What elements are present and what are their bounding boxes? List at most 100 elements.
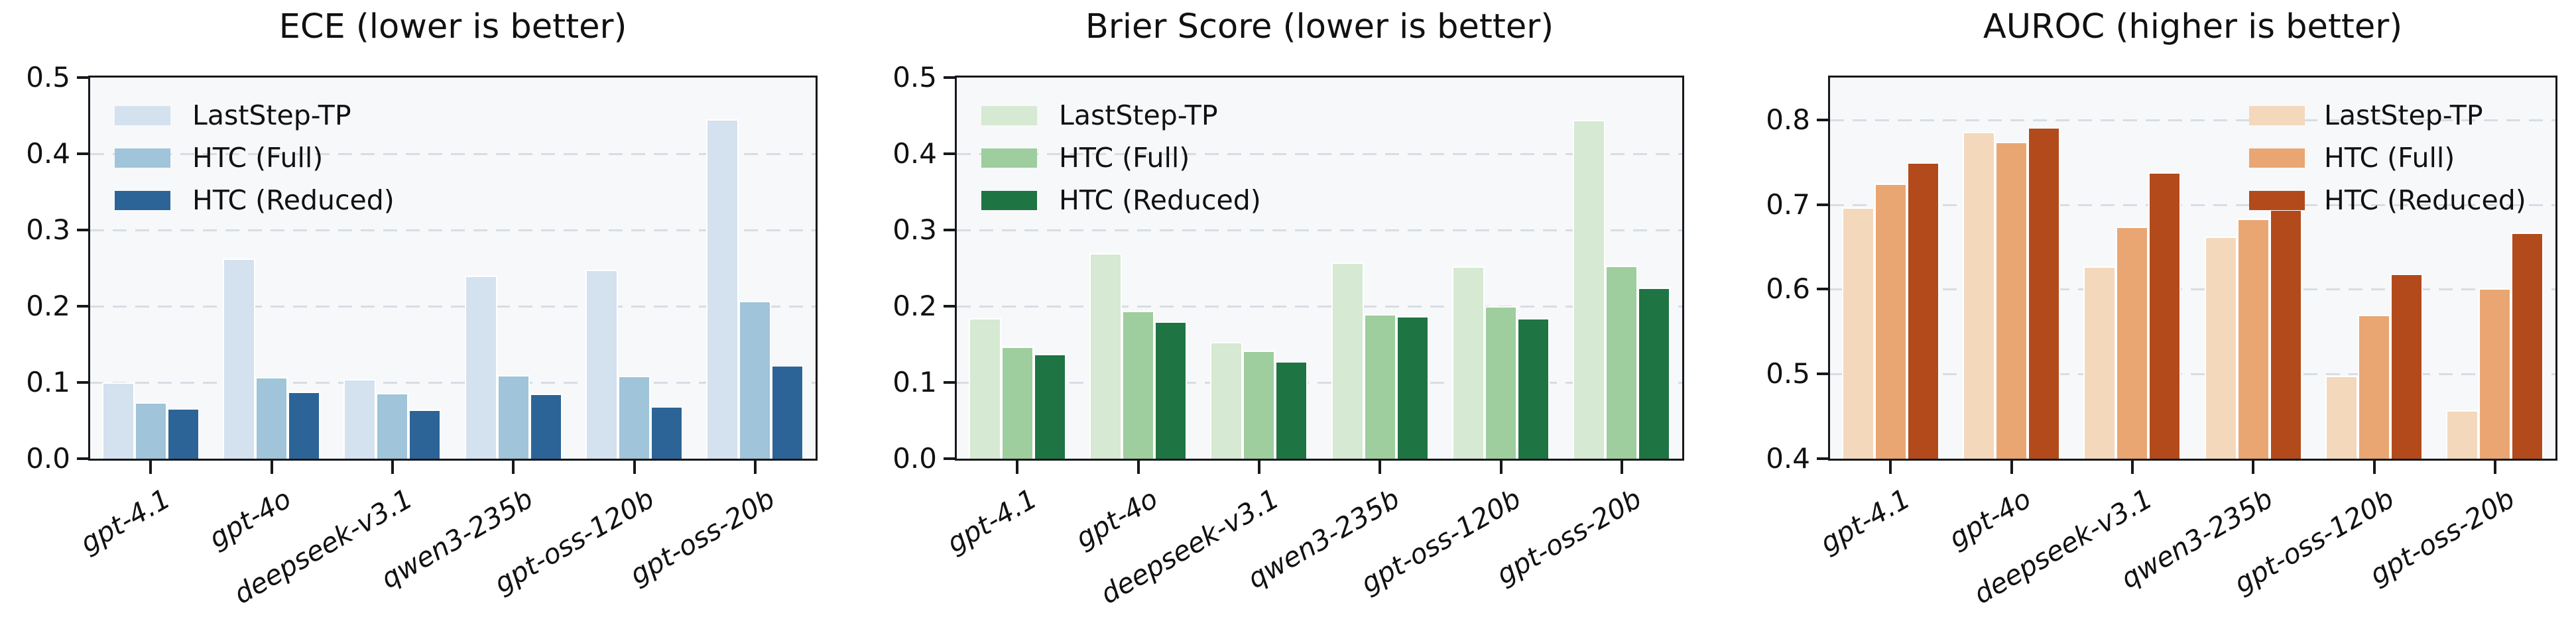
- y-tick-mark: [77, 305, 90, 308]
- bar-htc-reduced-gpt-oss-20b: [771, 365, 804, 459]
- gridline: [90, 153, 816, 155]
- bar-htc-reduced-gpt-oss-120b: [1517, 318, 1550, 459]
- bar-laststep-tp-gpt-oss-20b: [1573, 120, 1606, 459]
- bar-htc-reduced-gpt-oss-20b: [1638, 288, 1671, 459]
- legend-swatch-htc-reduced: [2249, 191, 2305, 210]
- y-tick-mark: [1817, 203, 1830, 206]
- legend-label: LastStep-TP: [2324, 99, 2483, 131]
- y-tick-mark: [77, 152, 90, 155]
- x-tick-label: gpt-4.1: [1814, 483, 1916, 559]
- x-tick-mark: [633, 461, 636, 474]
- bar-htc-reduced-gpt-oss-120b: [650, 406, 683, 459]
- legend-swatch-laststep-tp: [115, 106, 170, 125]
- gridline: [1830, 119, 2555, 121]
- y-tick-label: 0.5: [26, 61, 70, 93]
- chart-panel-ece: LastStep-TP HTC (Full) HTC (Reduced): [88, 76, 818, 461]
- y-tick-mark: [944, 76, 957, 79]
- y-tick-mark: [1817, 373, 1830, 376]
- y-tick-label: 0.0: [892, 442, 937, 475]
- legend-swatch-htc-full: [2249, 148, 2305, 168]
- x-tick-mark: [1379, 461, 1382, 474]
- bar-htc-reduced-gpt-4o: [288, 391, 320, 459]
- y-tick-mark: [944, 152, 957, 155]
- y-tick-mark: [944, 381, 957, 384]
- bar-htc-reduced-gpt-oss-20b: [2511, 232, 2544, 459]
- gridline: [90, 382, 816, 384]
- x-tick-mark: [149, 461, 153, 474]
- bar-htc-reduced-gpt-4.1: [166, 408, 200, 459]
- bar-htc-reduced-gpt-4.1: [1033, 354, 1066, 459]
- bar-htc-full-gpt-4.1: [1001, 346, 1034, 459]
- bar-htc-full-qwen3-235b: [1363, 314, 1396, 459]
- x-tick-mark: [753, 461, 757, 474]
- bar-htc-full-deepseek-v3.1: [1243, 350, 1276, 459]
- bar-laststep-tp-deepseek-v3.1: [1210, 342, 1243, 459]
- chart-title-brier: Brier Score (lower is better): [1085, 7, 1554, 46]
- legend-label: LastStep-TP: [192, 99, 351, 131]
- y-tick-mark: [77, 381, 90, 384]
- x-tick-mark: [270, 461, 273, 474]
- x-tick-label: gpt-4o: [1943, 483, 2037, 555]
- legend-label: HTC (Reduced): [192, 184, 395, 216]
- bar-htc-reduced-gpt-4o: [1154, 321, 1187, 459]
- bar-htc-full-gpt-oss-20b: [2479, 288, 2512, 459]
- y-tick-mark: [1817, 118, 1830, 121]
- bar-laststep-tp-gpt-oss-20b: [706, 119, 739, 459]
- y-tick-label: 0.4: [1766, 442, 1810, 475]
- bar-htc-reduced-gpt-4o: [2028, 127, 2060, 459]
- bar-htc-reduced-deepseek-v3.1: [2148, 172, 2181, 459]
- bar-htc-full-deepseek-v3.1: [376, 393, 409, 459]
- gridline: [90, 306, 816, 308]
- bar-laststep-tp-gpt-oss-120b: [585, 269, 618, 459]
- bar-laststep-tp-qwen3-235b: [464, 276, 497, 459]
- gridline: [1830, 373, 2555, 376]
- bar-htc-full-gpt-4o: [1122, 310, 1154, 459]
- y-tick-mark: [944, 305, 957, 308]
- bar-laststep-tp-deepseek-v3.1: [343, 379, 377, 459]
- y-tick-label: 0.2: [892, 290, 937, 322]
- bar-laststep-tp-gpt-4o: [1089, 253, 1122, 459]
- legend-label: HTC (Full): [2324, 142, 2455, 174]
- legend-swatch-htc-reduced: [981, 191, 1037, 210]
- bar-laststep-tp-gpt-4o: [223, 258, 255, 459]
- bar-laststep-tp-deepseek-v3.1: [2083, 266, 2116, 459]
- x-tick-mark: [1499, 461, 1503, 474]
- bar-htc-reduced-qwen3-235b: [1396, 316, 1429, 459]
- bar-htc-reduced-deepseek-v3.1: [1275, 361, 1308, 459]
- bar-laststep-tp-gpt-4o: [1963, 131, 1995, 459]
- gridline: [90, 229, 816, 231]
- x-tick-mark: [2130, 461, 2134, 474]
- y-tick-label: 0.3: [26, 213, 70, 246]
- legend-swatch-htc-full: [981, 148, 1037, 168]
- x-tick-mark: [2252, 461, 2255, 474]
- bar-htc-full-gpt-oss-120b: [1485, 306, 1517, 459]
- y-tick-mark: [77, 457, 90, 460]
- x-tick-mark: [1016, 461, 1019, 474]
- legend-swatch-htc-full: [115, 148, 170, 168]
- bar-laststep-tp-gpt-oss-120b: [2325, 375, 2358, 459]
- bar-laststep-tp-gpt-oss-120b: [1452, 266, 1485, 459]
- gridline: [957, 229, 1682, 231]
- legend-label: HTC (Reduced): [2324, 184, 2526, 216]
- legend-label: LastStep-TP: [1059, 99, 1218, 131]
- y-tick-label: 0.3: [892, 213, 937, 246]
- bar-laststep-tp-gpt-oss-20b: [2446, 410, 2479, 459]
- bar-laststep-tp-gpt-4.1: [968, 318, 1001, 459]
- y-tick-label: 0.2: [26, 290, 70, 322]
- y-tick-label: 0.7: [1766, 188, 1810, 221]
- chart-title-ece: ECE (lower is better): [278, 7, 627, 46]
- legend-swatch-laststep-tp: [2249, 106, 2305, 125]
- gridline: [957, 382, 1682, 384]
- x-tick-label: gpt-4o: [1070, 483, 1164, 555]
- y-tick-mark: [1817, 288, 1830, 291]
- gridline: [1830, 288, 2555, 291]
- x-tick-label: gpt-4o: [204, 483, 297, 555]
- y-tick-label: 0.6: [1766, 272, 1810, 306]
- x-tick-label: gpt-4.1: [941, 483, 1043, 559]
- bar-htc-reduced-gpt-4.1: [1906, 162, 1939, 459]
- bar-laststep-tp-gpt-4.1: [101, 382, 135, 459]
- bar-htc-full-gpt-oss-120b: [2358, 314, 2390, 459]
- x-tick-mark: [1889, 461, 1892, 474]
- y-tick-label: 0.0: [26, 442, 70, 475]
